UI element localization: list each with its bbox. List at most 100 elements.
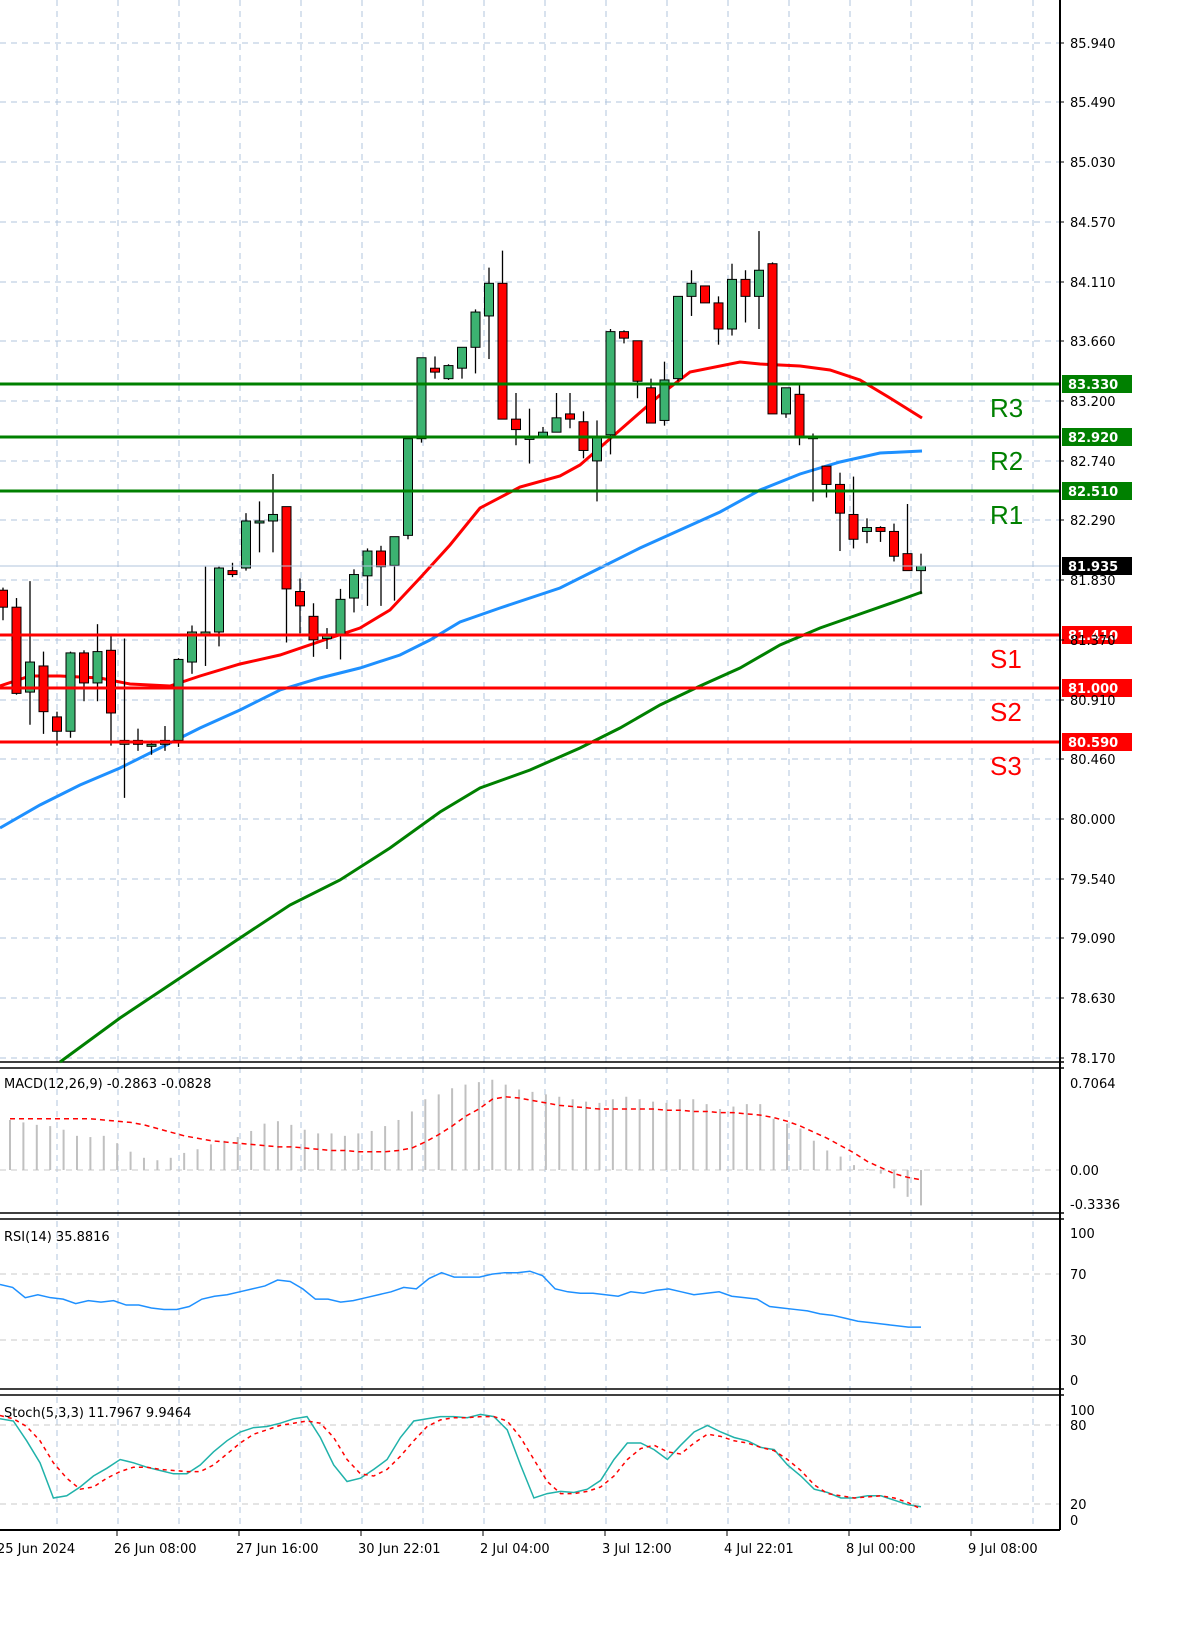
candle xyxy=(821,465,832,498)
level-label-s1: S1 xyxy=(990,644,1022,674)
price-tick-label: 85.490 xyxy=(1070,96,1116,111)
macd-title: MACD(12,26,9) -0.2863 -0.0828 xyxy=(4,1077,211,1092)
candle xyxy=(727,263,737,336)
indicator-tick-label: 80 xyxy=(1070,1419,1087,1434)
candle xyxy=(875,526,886,542)
indicator-tick-label: 0.00 xyxy=(1070,1164,1099,1179)
price-tick-label: 78.630 xyxy=(1070,992,1116,1007)
candle xyxy=(713,296,724,345)
rsi-line xyxy=(0,1270,921,1328)
candle xyxy=(362,548,373,606)
time-tick-label: 9 Jul 08:00 xyxy=(968,1542,1038,1557)
candle xyxy=(470,309,481,374)
candle xyxy=(781,387,791,418)
candle xyxy=(25,581,35,725)
time-tick-label: 27 Jun 16:00 xyxy=(236,1542,319,1557)
price-tag-text: 82.510 xyxy=(1068,485,1118,500)
price-tag-r3 xyxy=(1062,375,1132,393)
candle xyxy=(484,267,494,360)
price-tag-s2 xyxy=(1062,679,1132,697)
moving-averages xyxy=(0,360,923,1064)
chart-grid xyxy=(0,0,1064,1530)
price-tick-label: 79.540 xyxy=(1070,873,1116,888)
time-tick-label: 26 Jun 08:00 xyxy=(114,1542,197,1557)
candle xyxy=(916,553,926,595)
price-tag-text: 81.410 xyxy=(1068,629,1118,644)
price-tag-r1 xyxy=(1062,482,1132,500)
price-tick-label: 83.660 xyxy=(1070,335,1116,350)
level-label-s3: S3 xyxy=(990,751,1022,781)
price-tick-label: 84.110 xyxy=(1070,276,1116,291)
time-tick-label: 30 Jun 22:01 xyxy=(358,1542,441,1557)
price-tag-text: 81.000 xyxy=(1068,682,1118,697)
candle xyxy=(673,295,683,382)
time-tick-label: 8 Jul 00:00 xyxy=(846,1542,916,1557)
candle xyxy=(416,357,427,443)
price-tick-label: 83.200 xyxy=(1070,395,1116,410)
level-label-s2: S2 xyxy=(990,697,1022,727)
candle xyxy=(227,562,238,578)
candle xyxy=(457,346,467,379)
candle xyxy=(430,356,440,379)
candle xyxy=(902,504,913,572)
current-price-text: 81.935 xyxy=(1068,560,1118,575)
price-tag-text: 80.590 xyxy=(1068,736,1118,751)
candle xyxy=(403,438,413,540)
price-tick-label: 80.460 xyxy=(1070,753,1116,768)
price-tick-label: 85.940 xyxy=(1070,37,1116,52)
candle xyxy=(349,569,359,613)
price-tag-text: 82.920 xyxy=(1068,431,1118,446)
ma-long-line xyxy=(59,590,923,1064)
price-tick-label: 81.830 xyxy=(1070,574,1116,589)
time-tick-label: 2 Jul 04:00 xyxy=(480,1542,550,1557)
candlesticks xyxy=(0,231,926,798)
indicator-tick-label: 0.7064 xyxy=(1070,1077,1116,1092)
rsi-title: RSI(14) 35.8816 xyxy=(4,1230,110,1245)
price-tick-label: 80.910 xyxy=(1070,694,1116,709)
candle xyxy=(335,588,346,660)
candle xyxy=(254,501,265,553)
candle xyxy=(551,393,562,433)
indicator-tick-label: 20 xyxy=(1070,1498,1087,1513)
indicator-tick-label: 0 xyxy=(1070,1374,1078,1389)
time-tick-label: 4 Jul 22:01 xyxy=(724,1542,794,1557)
candle xyxy=(632,340,643,399)
candle xyxy=(0,587,8,621)
price-tick-label: 84.570 xyxy=(1070,216,1116,231)
rsi-panel xyxy=(0,1270,921,1328)
candle xyxy=(79,650,89,702)
price-tick-label: 81.370 xyxy=(1070,634,1116,649)
time-tick-label: 25 Jun 2024 xyxy=(0,1542,75,1557)
price-tick-label: 79.090 xyxy=(1070,932,1116,947)
indicator-tick-label: 30 xyxy=(1070,1334,1087,1349)
indicator-tick-label: 100 xyxy=(1070,1227,1095,1242)
candle xyxy=(497,250,508,420)
candle xyxy=(322,628,332,649)
macd-panel xyxy=(9,1079,922,1206)
ma-short-line xyxy=(0,360,923,688)
stoch-d-line xyxy=(0,1414,922,1510)
candle xyxy=(268,473,278,553)
candle xyxy=(565,393,575,429)
candle xyxy=(281,506,292,643)
price-tick-label: 80.000 xyxy=(1070,813,1116,828)
candle xyxy=(119,638,130,798)
candle xyxy=(767,262,778,415)
level-label-r2: R2 xyxy=(990,446,1023,476)
price-tick-label: 85.030 xyxy=(1070,156,1116,171)
price-tag-s3 xyxy=(1062,733,1132,751)
candle xyxy=(173,658,184,747)
candle xyxy=(187,625,197,674)
stochastic-panel xyxy=(0,1413,922,1510)
stoch-title: Stoch(5,3,3) 11.7967 9.9464 xyxy=(4,1406,191,1421)
indicator-tick-label: 0 xyxy=(1070,1514,1078,1529)
candle xyxy=(376,545,386,606)
time-tick-label: 3 Jul 12:00 xyxy=(602,1542,672,1557)
candle xyxy=(835,472,845,552)
indicator-tick-label: -0.3336 xyxy=(1070,1198,1120,1213)
candle xyxy=(619,330,629,344)
price-tag-text: 83.330 xyxy=(1068,378,1118,393)
candle xyxy=(52,711,62,746)
candle xyxy=(11,598,22,695)
